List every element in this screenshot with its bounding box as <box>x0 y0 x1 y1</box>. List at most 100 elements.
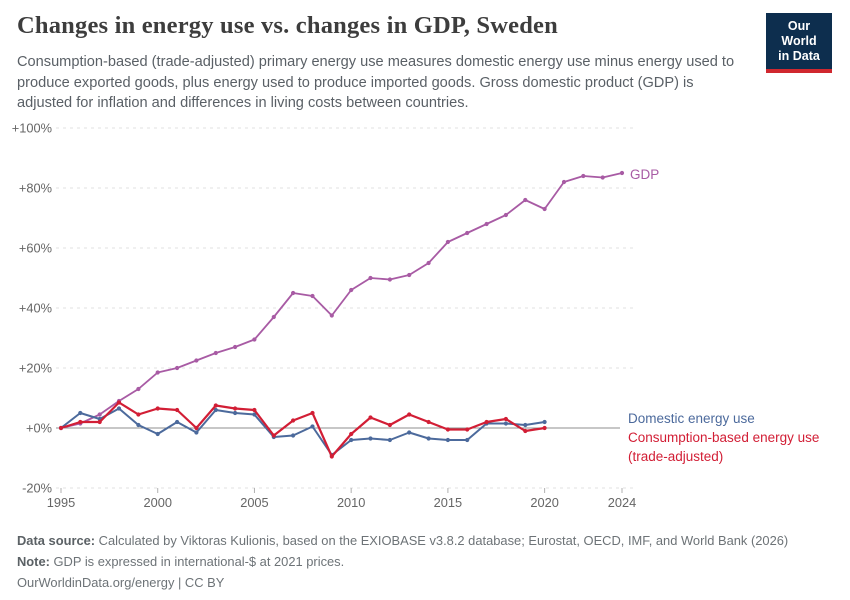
series-point-domestic-energy-use[interactable] <box>194 430 199 435</box>
series-point-consumption-based-energy-use-trade-adjusted[interactable] <box>542 425 547 431</box>
series-point-gdp[interactable] <box>233 344 238 350</box>
series-point-domestic-energy-use[interactable] <box>175 419 180 425</box>
series-point-gdp[interactable] <box>271 314 276 320</box>
series-point-consumption-based-energy-use-trade-adjusted[interactable] <box>387 422 392 428</box>
series-point-consumption-based-energy-use-trade-adjusted[interactable] <box>155 406 160 411</box>
series-point-consumption-based-energy-use-trade-adjusted[interactable] <box>407 412 412 417</box>
series-label-domestic-energy-use[interactable]: Domestic energy use <box>628 411 755 426</box>
series-point-consumption-based-energy-use-trade-adjusted[interactable] <box>194 425 199 431</box>
series-point-domestic-energy-use[interactable] <box>426 436 431 441</box>
series-point-consumption-based-energy-use-trade-adjusted[interactable] <box>116 400 122 405</box>
owid-logo[interactable]: Our World in Data <box>766 13 832 73</box>
series-point-consumption-based-energy-use-trade-adjusted[interactable] <box>445 427 450 432</box>
y-tick-label: +80% <box>19 181 52 196</box>
note-text: GDP is expressed in international-$ at 2… <box>49 554 345 570</box>
series-point-gdp[interactable] <box>329 313 334 318</box>
y-tick-label: +20% <box>19 361 52 376</box>
series-point-gdp[interactable] <box>426 260 431 266</box>
series-point-consumption-based-energy-use-trade-adjusted[interactable] <box>271 433 276 438</box>
series-point-gdp[interactable] <box>252 337 257 342</box>
series-point-domestic-energy-use[interactable] <box>155 431 160 437</box>
series-point-gdp[interactable] <box>194 358 199 363</box>
series-point-gdp[interactable] <box>445 239 450 245</box>
series-point-domestic-energy-use[interactable] <box>233 410 238 416</box>
series-point-consumption-based-energy-use-trade-adjusted[interactable] <box>97 419 102 425</box>
series-line-domestic-energy-use[interactable] <box>60 407 546 456</box>
series-point-consumption-based-energy-use-trade-adjusted[interactable] <box>523 428 528 434</box>
series-point-gdp[interactable] <box>78 421 83 426</box>
series-point-consumption-based-energy-use-trade-adjusted[interactable] <box>252 407 257 413</box>
series-point-domestic-energy-use[interactable] <box>407 430 412 435</box>
series-label-consumption-based-energy-use[interactable]: Consumption-based energy use (trade-adju… <box>628 430 820 464</box>
series-point-domestic-energy-use[interactable] <box>136 422 141 428</box>
owid-url-link[interactable]: OurWorldinData.org/energy | CC BY <box>17 575 225 591</box>
series-point-domestic-energy-use[interactable] <box>329 452 334 458</box>
x-tick-label: 2024 <box>608 495 636 510</box>
series-point-gdp[interactable] <box>58 425 64 431</box>
series-point-gdp[interactable] <box>542 206 547 212</box>
series-point-gdp[interactable] <box>97 412 102 417</box>
series-point-consumption-based-energy-use-trade-adjusted[interactable] <box>368 415 373 420</box>
series-point-gdp[interactable] <box>310 293 315 299</box>
x-tick-label: 2010 <box>337 495 365 510</box>
series-label-gdp[interactable]: GDP <box>630 167 660 182</box>
owid-logo-line1: Our World <box>781 19 817 48</box>
series-point-domestic-energy-use[interactable] <box>58 425 64 431</box>
series-point-consumption-based-energy-use-trade-adjusted[interactable] <box>465 427 470 432</box>
series-point-domestic-energy-use[interactable] <box>291 433 296 438</box>
series-point-gdp[interactable] <box>600 175 605 180</box>
series-point-domestic-energy-use[interactable] <box>349 437 354 443</box>
series-point-consumption-based-energy-use-trade-adjusted[interactable] <box>484 419 489 425</box>
series-point-gdp[interactable] <box>387 277 392 282</box>
series-point-gdp[interactable] <box>349 287 354 293</box>
series-point-domestic-energy-use[interactable] <box>503 421 508 426</box>
series-point-domestic-energy-use[interactable] <box>445 437 450 443</box>
series-point-domestic-energy-use[interactable] <box>542 419 547 425</box>
series-point-consumption-based-energy-use-trade-adjusted[interactable] <box>291 418 296 423</box>
series-point-consumption-based-energy-use-trade-adjusted[interactable] <box>136 412 141 417</box>
series-point-gdp[interactable] <box>213 350 218 356</box>
y-tick-label: +0% <box>26 421 52 436</box>
series-point-gdp[interactable] <box>116 398 122 404</box>
series-point-domestic-energy-use[interactable] <box>252 412 257 417</box>
series-point-domestic-energy-use[interactable] <box>368 436 373 441</box>
series-point-gdp[interactable] <box>136 386 141 392</box>
series-point-gdp[interactable] <box>619 170 625 176</box>
series-point-gdp[interactable] <box>291 290 296 296</box>
series-point-consumption-based-energy-use-trade-adjusted[interactable] <box>213 403 218 408</box>
series-point-domestic-energy-use[interactable] <box>213 407 218 413</box>
series-point-gdp[interactable] <box>155 370 160 375</box>
series-point-consumption-based-energy-use-trade-adjusted[interactable] <box>349 431 354 437</box>
series-point-gdp[interactable] <box>523 197 528 203</box>
series-point-consumption-based-energy-use-trade-adjusted[interactable] <box>426 419 431 425</box>
series-line-gdp[interactable] <box>60 172 623 429</box>
series-point-consumption-based-energy-use-trade-adjusted[interactable] <box>78 419 83 425</box>
series-point-consumption-based-energy-use-trade-adjusted[interactable] <box>503 416 508 422</box>
series-point-consumption-based-energy-use-trade-adjusted[interactable] <box>329 454 334 459</box>
series-point-domestic-energy-use[interactable] <box>78 410 83 416</box>
series-point-gdp[interactable] <box>503 212 508 218</box>
series-point-gdp[interactable] <box>484 221 489 227</box>
series-point-domestic-energy-use[interactable] <box>523 422 528 428</box>
data-source-label: Data source: <box>17 533 96 548</box>
series-point-domestic-energy-use[interactable] <box>271 434 276 440</box>
series-point-domestic-energy-use[interactable] <box>465 437 470 443</box>
series-point-domestic-energy-use[interactable] <box>484 421 489 426</box>
series-point-gdp[interactable] <box>581 173 586 179</box>
series-point-consumption-based-energy-use-trade-adjusted[interactable] <box>58 425 64 431</box>
series-point-domestic-energy-use[interactable] <box>310 424 315 429</box>
series-point-gdp[interactable] <box>465 230 470 236</box>
series-point-domestic-energy-use[interactable] <box>387 437 392 443</box>
series-point-consumption-based-energy-use-trade-adjusted[interactable] <box>310 410 315 416</box>
series-point-domestic-energy-use[interactable] <box>116 406 122 411</box>
series-point-gdp[interactable] <box>561 179 567 185</box>
series-point-domestic-energy-use[interactable] <box>97 416 102 422</box>
series-point-gdp[interactable] <box>368 275 373 281</box>
x-tick-label: 2005 <box>240 495 268 510</box>
chart-footer: Data source: Calculated by Viktoras Kuli… <box>17 530 837 593</box>
series-point-gdp[interactable] <box>175 365 180 371</box>
series-point-consumption-based-energy-use-trade-adjusted[interactable] <box>175 407 180 413</box>
series-line-consumption-based-energy-use-trade-adjusted[interactable] <box>59 401 546 458</box>
series-point-gdp[interactable] <box>407 272 412 278</box>
series-point-consumption-based-energy-use-trade-adjusted[interactable] <box>233 406 238 411</box>
